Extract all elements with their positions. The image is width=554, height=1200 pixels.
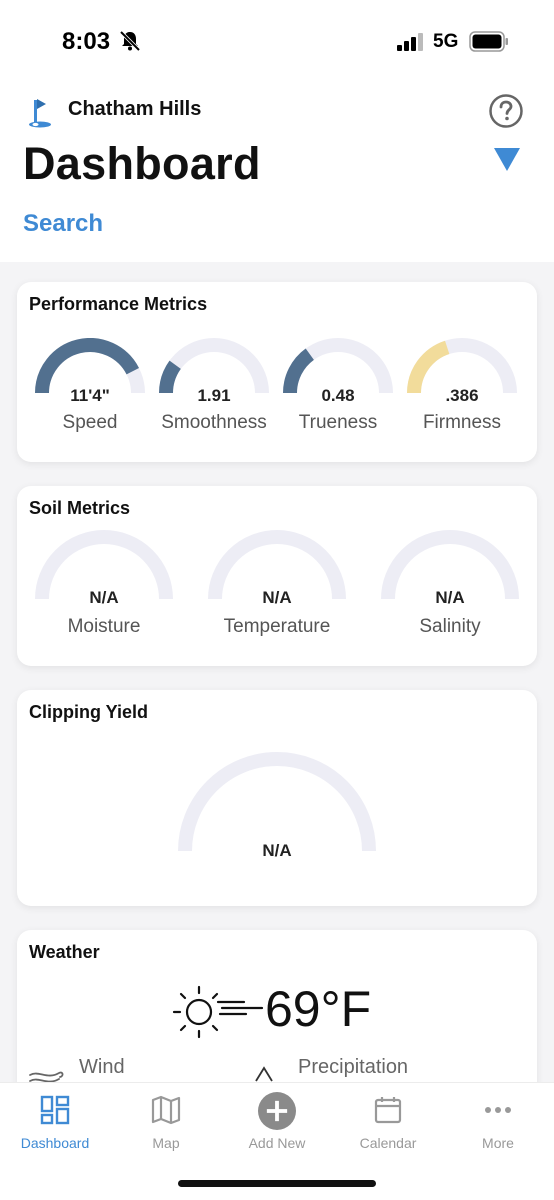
course-name[interactable]: Chatham Hills xyxy=(68,98,202,120)
salinity-value: N/A xyxy=(435,588,465,607)
network-type: 5G xyxy=(433,31,459,52)
firmness-gauge-fill xyxy=(407,340,450,394)
tab-label: Dashboard xyxy=(20,1135,90,1151)
moisture-gauge-arc xyxy=(35,530,173,600)
temperature-value: N/A xyxy=(262,588,292,607)
moisture-gauge[interactable]: N/A Moisture xyxy=(31,530,177,642)
firmness-label: Firmness xyxy=(422,412,502,433)
wind-label: Wind xyxy=(79,1056,125,1078)
salinity-gauge[interactable]: N/A Salinity xyxy=(377,530,523,642)
tab-add-new[interactable]: Add New xyxy=(222,1092,332,1155)
salinity-label: Salinity xyxy=(419,616,481,637)
search-link[interactable]: Search xyxy=(23,210,104,237)
help-icon[interactable] xyxy=(488,93,524,129)
add-new-icon xyxy=(258,1092,296,1130)
temperature-gauge-track xyxy=(208,530,346,600)
speed-label: Speed xyxy=(62,412,118,433)
firmness-value: .386 xyxy=(445,386,479,405)
speed-gauge[interactable]: 11'4" Speed xyxy=(31,338,149,438)
salinity-gauge-arc xyxy=(381,530,519,600)
card-title: Weather xyxy=(29,942,100,962)
soil-metrics-card[interactable]: Soil Metrics N/A Moisture N/A Temperature N/… xyxy=(17,486,537,666)
tab-label: More xyxy=(482,1135,514,1151)
smoothness-value: 1.91 xyxy=(197,386,231,405)
trueness-gauge-fill xyxy=(283,348,315,394)
trueness-gauge[interactable]: 0.48 Trueness xyxy=(279,338,397,438)
temperature-gauge-arc xyxy=(208,530,346,600)
battery-icon xyxy=(469,31,508,52)
signal-icon xyxy=(397,33,423,51)
home-indicator xyxy=(178,1180,376,1187)
tab-label: Add New xyxy=(248,1135,306,1151)
tab-calendar[interactable]: Calendar xyxy=(333,1095,443,1155)
smoothness-gauge-fill xyxy=(159,360,182,394)
speed-value: 11'4" xyxy=(70,386,110,405)
moisture-label: Moisture xyxy=(67,616,141,637)
more-icon xyxy=(485,1107,511,1113)
tab-label: Map xyxy=(152,1135,180,1151)
page-title: Dashboard xyxy=(23,138,261,189)
dropdown-triangle-icon[interactable] xyxy=(493,146,521,172)
dashboard-icon xyxy=(40,1095,70,1125)
tab-more[interactable]: More xyxy=(443,1095,553,1155)
moisture-gauge-track xyxy=(35,530,173,600)
smoothness-gauge[interactable]: 1.91 Smoothness xyxy=(155,338,273,438)
trueness-gauge-arc xyxy=(283,338,393,394)
precipitation-caret-icon xyxy=(255,1066,273,1082)
sunny-windy-icon xyxy=(172,985,264,1039)
header-background xyxy=(0,0,554,262)
temperature-label: Temperature xyxy=(223,616,331,637)
tab-dashboard[interactable]: Dashboard xyxy=(0,1095,110,1155)
smoothness-label: Smoothness xyxy=(161,412,267,433)
card-title: Performance Metrics xyxy=(29,294,208,314)
status-time: 8:03 xyxy=(62,28,111,55)
tab-map[interactable]: Map xyxy=(111,1095,221,1155)
card-title: Soil Metrics xyxy=(29,498,131,518)
speed-gauge-fill xyxy=(35,338,140,394)
firmness-gauge-arc xyxy=(407,338,517,394)
firmness-gauge[interactable]: .386 Firmness xyxy=(403,338,521,438)
performance-metrics-card[interactable]: Performance Metrics 11'4" Speed 1.91 Smooth… xyxy=(17,282,537,462)
clipping-yield-card[interactable]: Clipping Yield N/A xyxy=(17,690,537,906)
temperature-gauge[interactable]: N/A Temperature xyxy=(204,530,350,642)
map-icon xyxy=(151,1095,181,1125)
card-title: Clipping Yield xyxy=(29,702,149,722)
smoothness-gauge-arc xyxy=(159,338,269,394)
calendar-icon xyxy=(374,1097,402,1124)
trueness-value: 0.48 xyxy=(321,386,355,405)
clipping-yield-gauge: N/A xyxy=(178,752,376,862)
precipitation-label: Precipitation xyxy=(298,1056,409,1078)
bell-muted-icon xyxy=(119,30,141,52)
moisture-value: N/A xyxy=(89,588,119,607)
temperature-value: 69°F xyxy=(265,981,372,1037)
wind-icon xyxy=(29,1071,64,1083)
tab-label: Calendar xyxy=(359,1135,417,1151)
trueness-label: Trueness xyxy=(298,412,378,433)
golf-flag-icon xyxy=(29,99,51,128)
clipping-yield-value: N/A xyxy=(262,841,292,860)
speed-gauge-arc xyxy=(35,338,145,394)
salinity-gauge-track xyxy=(381,530,519,600)
